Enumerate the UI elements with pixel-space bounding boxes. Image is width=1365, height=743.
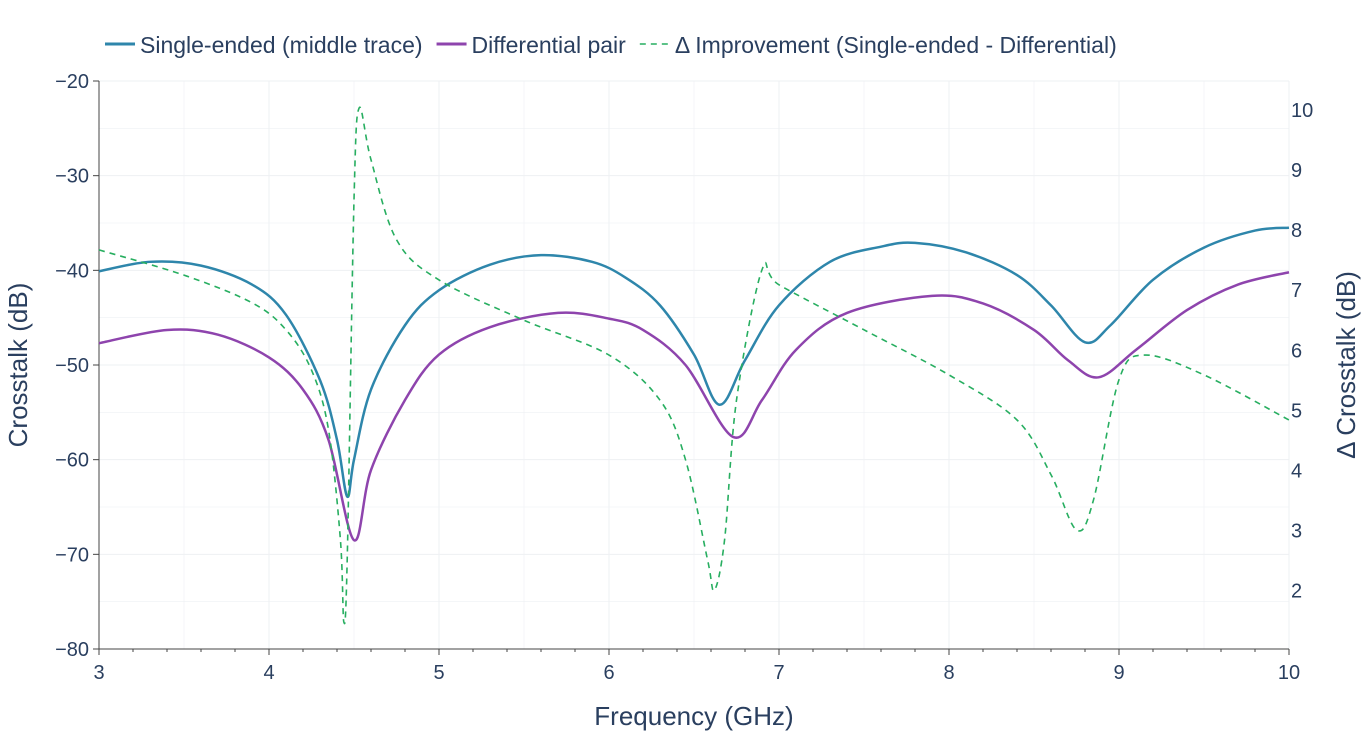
series-line-2 xyxy=(98,106,1290,625)
series-lines xyxy=(98,106,1290,625)
series-line-0 xyxy=(98,226,1290,498)
y2-tick-label: 2 xyxy=(1291,581,1302,603)
legend-label-2: Δ Improvement (Single-ended - Differenti… xyxy=(675,32,1117,58)
x-tick-label: 8 xyxy=(943,662,954,684)
series-line-1 xyxy=(98,271,1290,542)
y2-axis-title: Δ Crosstalk (dB) xyxy=(1331,271,1361,459)
x-tick-label: 5 xyxy=(433,662,444,684)
y2-tick-label: 5 xyxy=(1291,400,1302,422)
y-tick-label: −40 xyxy=(55,260,89,282)
legend: Single-ended (middle trace) Differential … xyxy=(105,32,1117,58)
legend-label-0: Single-ended (middle trace) xyxy=(140,32,423,58)
x-tick-label: 10 xyxy=(1278,662,1300,684)
y-tick-label: −50 xyxy=(55,355,89,377)
y2-tick-label: 8 xyxy=(1291,220,1302,242)
y2-tick-label: 9 xyxy=(1291,160,1302,182)
x-tick-label: 4 xyxy=(263,662,274,684)
y2-tick-label: 6 xyxy=(1291,340,1302,362)
y2-tick-label: 3 xyxy=(1291,521,1302,543)
axes: 3 4 5 6 7 8 9 10 −20 −30 −40 −50 −60 −70 −80 2 3 4 5 6 7 8 9 10 xyxy=(55,71,1313,684)
y-tick-label: −70 xyxy=(55,544,89,566)
y-tick-label: −30 xyxy=(55,166,89,188)
x-axis-title: Frequency (GHz) xyxy=(594,701,793,731)
y-tick-label: −60 xyxy=(55,450,89,472)
x-tick-label: 6 xyxy=(603,662,614,684)
x-tick-label: 7 xyxy=(773,662,784,684)
y2-tick-label: 10 xyxy=(1291,100,1313,122)
x-tick-label: 9 xyxy=(1113,662,1124,684)
grid xyxy=(98,80,1290,650)
y-tick-label: −80 xyxy=(55,639,89,661)
y2-tick-label: 7 xyxy=(1291,280,1302,302)
y-axis-title: Crosstalk (dB) xyxy=(3,283,33,448)
y-tick-label: −20 xyxy=(55,71,89,93)
x-tick-label: 3 xyxy=(93,662,104,684)
y2-tick-label: 4 xyxy=(1291,460,1302,482)
legend-label-1: Differential pair xyxy=(472,32,627,58)
